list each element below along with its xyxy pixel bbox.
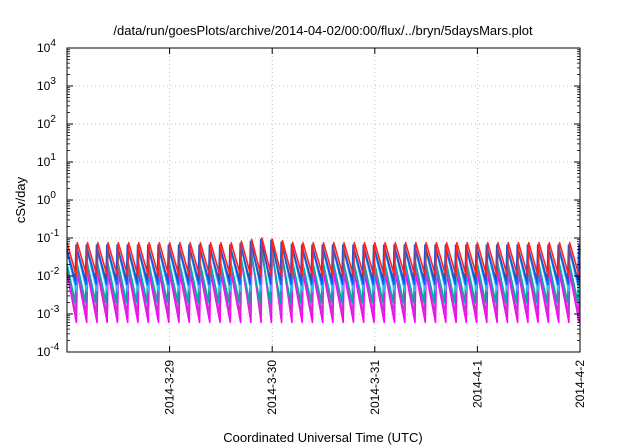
x-tick-label: 2014-4-2: [573, 360, 587, 408]
x-axis-label: Coordinated Universal Time (UTC): [223, 430, 422, 445]
x-tick-label: 2014-3-30: [265, 360, 279, 415]
y-tick-label: 10-1: [37, 228, 60, 245]
chart-title: /data/run/goesPlots/archive/2014-04-02/0…: [113, 23, 533, 38]
plot-frame: [66, 47, 581, 353]
y-tick-label: 103: [37, 76, 56, 93]
y-tick-label: 101: [37, 152, 56, 169]
x-axis-ticks: 2014-3-29 2014-3-30 2014-3-31 2014-4-1 2014-…: [163, 48, 587, 415]
series-layer: [66, 237, 581, 324]
y-tick-label: 100: [37, 190, 56, 207]
y-tick-label: 10-2: [37, 266, 60, 283]
y-tick-label: 10-3: [37, 304, 60, 321]
x-tick-label: 2014-4-1: [470, 360, 484, 408]
x-tick-label: 2014-3-29: [163, 360, 177, 415]
series-line: [66, 237, 580, 277]
x-tick-label: 2014-3-31: [368, 360, 382, 415]
y-tick-label: 104: [37, 38, 56, 55]
y-tick-label: 10-4: [37, 342, 60, 359]
y-tick-label: 102: [37, 114, 56, 131]
y-axis-label: cSv/day: [13, 176, 28, 223]
series-line: [66, 245, 581, 315]
